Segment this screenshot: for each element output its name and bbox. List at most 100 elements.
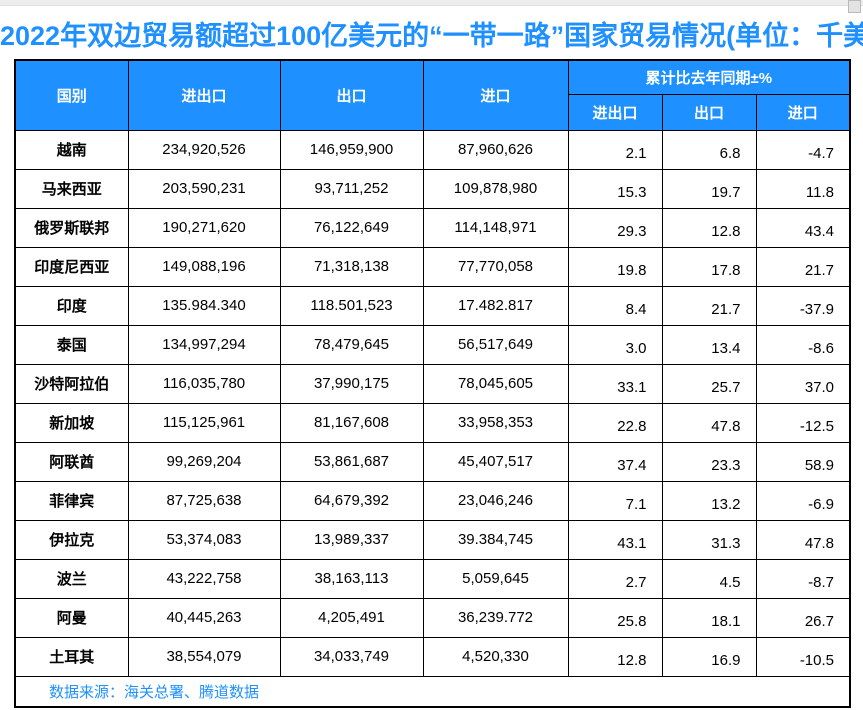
country-cell: 阿联酋	[14, 441, 129, 482]
yoy-export-cell: 13.2	[661, 480, 757, 521]
import-value-cell: 39.384,745	[422, 519, 569, 560]
yoy-export-cell: 13.4	[661, 324, 757, 365]
country-cell: 印度	[14, 285, 129, 326]
export-value-cell: 38,163,113	[279, 558, 424, 599]
export-value-cell: 13,989,337	[279, 519, 424, 560]
country-cell: 新加坡	[14, 402, 129, 443]
total-value-cell: 135.984.340	[127, 285, 281, 326]
import-value-cell: 4,520,330	[422, 636, 569, 677]
yoy-import-cell: 43.4	[755, 207, 851, 248]
table-row: 泰国 134,997,294 78,479,645 56,517,649 3.0…	[14, 324, 851, 365]
import-value-cell: 45,407,517	[422, 441, 569, 482]
country-cell: 泰国	[14, 324, 129, 365]
yoy-export-cell: 18.1	[661, 597, 757, 638]
table-row: 印度尼西亚 149,088,196 71,318,138 77,770,058 …	[14, 246, 851, 287]
yoy-total-cell: 22.8	[567, 402, 663, 443]
total-value-cell: 115,125,961	[127, 402, 281, 443]
header-total: 进出口	[127, 59, 281, 131]
yoy-export-cell: 6.8	[661, 129, 757, 170]
country-cell: 土耳其	[14, 636, 129, 677]
export-value-cell: 53,861,687	[279, 441, 424, 482]
country-cell: 菲律宾	[14, 480, 129, 521]
yoy-import-cell: -6.9	[755, 480, 851, 521]
yoy-import-cell: 58.9	[755, 441, 851, 482]
yoy-total-cell: 15.3	[567, 168, 663, 209]
header-yoy-import: 进口	[755, 93, 851, 131]
total-value-cell: 40,445,263	[127, 597, 281, 638]
yoy-import-cell: -8.7	[755, 558, 851, 599]
yoy-total-cell: 19.8	[567, 246, 663, 287]
yoy-export-cell: 21.7	[661, 285, 757, 326]
total-value-cell: 53,374,083	[127, 519, 281, 560]
import-value-cell: 114,148,971	[422, 207, 569, 248]
country-cell: 印度尼西亚	[14, 246, 129, 287]
total-value-cell: 203,590,231	[127, 168, 281, 209]
country-cell: 俄罗斯联邦	[14, 207, 129, 248]
table-body: 越南 234,920,526 146,959,900 87,960,626 2.…	[14, 129, 851, 677]
yoy-total-cell: 12.8	[567, 636, 663, 677]
yoy-total-cell: 2.1	[567, 129, 663, 170]
header-country: 国别	[14, 59, 129, 131]
header-yoy-total: 进出口	[567, 93, 663, 131]
yoy-total-cell: 3.0	[567, 324, 663, 365]
yoy-import-cell: 26.7	[755, 597, 851, 638]
trade-table: 国别 进出口 出口 进口 累计比去年同期±% 进出口 出口 进口 越南 234,…	[14, 59, 852, 708]
import-value-cell: 33,958,353	[422, 402, 569, 443]
table-header: 国别 进出口 出口 进口 累计比去年同期±% 进出口 出口 进口	[14, 59, 851, 131]
table-row: 俄罗斯联邦 190,271,620 76,122,649 114,148,971…	[14, 207, 851, 248]
import-value-cell: 78,045,605	[422, 363, 569, 404]
export-value-cell: 34,033,749	[279, 636, 424, 677]
table-row: 印度 135.984.340 118.501,523 17.482.817 8.…	[14, 285, 851, 326]
import-value-cell: 36,239.772	[422, 597, 569, 638]
import-value-cell: 56,517,649	[422, 324, 569, 365]
yoy-import-cell: 37.0	[755, 363, 851, 404]
yoy-import-cell: 47.8	[755, 519, 851, 560]
total-value-cell: 190,271,620	[127, 207, 281, 248]
yoy-import-cell: 21.7	[755, 246, 851, 287]
yoy-total-cell: 2.7	[567, 558, 663, 599]
total-value-cell: 234,920,526	[127, 129, 281, 170]
table-row: 土耳其 38,554,079 34,033,749 4,520,330 12.8…	[14, 636, 851, 677]
table-row: 马来西亚 203,590,231 93,711,252 109,878,980 …	[14, 168, 851, 209]
export-value-cell: 4,205,491	[279, 597, 424, 638]
yoy-export-cell: 23.3	[661, 441, 757, 482]
yoy-total-cell: 37.4	[567, 441, 663, 482]
window-top-strip	[0, 0, 863, 6]
scrollbar-thumb[interactable]	[848, 0, 861, 13]
yoy-import-cell: -10.5	[755, 636, 851, 677]
yoy-import-cell: -4.7	[755, 129, 851, 170]
total-value-cell: 43,222,758	[127, 558, 281, 599]
yoy-import-cell: -37.9	[755, 285, 851, 326]
data-source-note: 数据来源：海关总署、腾道数据	[14, 675, 851, 708]
import-value-cell: 87,960,626	[422, 129, 569, 170]
total-value-cell: 149,088,196	[127, 246, 281, 287]
header-yoy-export: 出口	[661, 93, 757, 131]
total-value-cell: 38,554,079	[127, 636, 281, 677]
import-value-cell: 109,878,980	[422, 168, 569, 209]
total-value-cell: 99,269,204	[127, 441, 281, 482]
export-value-cell: 76,122,649	[279, 207, 424, 248]
import-value-cell: 77,770,058	[422, 246, 569, 287]
table-row: 沙特阿拉伯 116,035,780 37,990,175 78,045,605 …	[14, 363, 851, 404]
page-title: 2022年双边贸易额超过100亿美元的“一带一路”国家贸易情况(单位：千美元)	[0, 21, 863, 51]
table-row: 阿联酋 99,269,204 53,861,687 45,407,517 37.…	[14, 441, 851, 482]
source-row: 数据来源：海关总署、腾道数据	[14, 675, 851, 708]
table-row: 新加坡 115,125,961 81,167,608 33,958,353 22…	[14, 402, 851, 443]
header-yoy-group: 累计比去年同期±%	[567, 59, 851, 95]
yoy-total-cell: 8.4	[567, 285, 663, 326]
export-value-cell: 118.501,523	[279, 285, 424, 326]
country-cell: 马来西亚	[14, 168, 129, 209]
header-import: 进口	[422, 59, 569, 131]
export-value-cell: 81,167,608	[279, 402, 424, 443]
country-cell: 波兰	[14, 558, 129, 599]
export-value-cell: 37,990,175	[279, 363, 424, 404]
yoy-export-cell: 25.7	[661, 363, 757, 404]
yoy-export-cell: 16.9	[661, 636, 757, 677]
table-row: 波兰 43,222,758 38,163,113 5,059,645 2.7 4…	[14, 558, 851, 599]
total-value-cell: 116,035,780	[127, 363, 281, 404]
import-value-cell: 17.482.817	[422, 285, 569, 326]
total-value-cell: 134,997,294	[127, 324, 281, 365]
export-value-cell: 146,959,900	[279, 129, 424, 170]
yoy-total-cell: 43.1	[567, 519, 663, 560]
yoy-export-cell: 17.8	[661, 246, 757, 287]
